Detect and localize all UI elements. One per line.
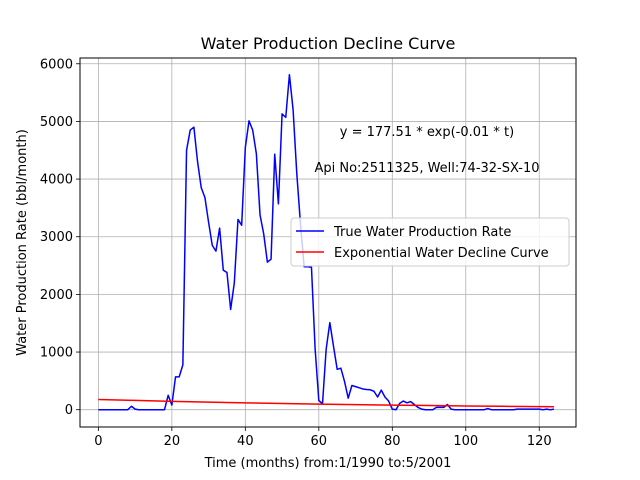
y-tick-label: 0 (65, 403, 73, 418)
x-tick-label: 80 (384, 434, 401, 449)
series-line-true-rate (98, 73, 555, 411)
x-tick-label: 120 (527, 434, 552, 449)
y-tick-label: 2000 (40, 288, 73, 303)
y-tick-label: 5000 (40, 115, 73, 130)
axis-ticks: 0 20 40 60 80 100 120 0 1000 2000 3000 4000 5000 6000 (40, 57, 552, 449)
x-axis-label: Time (months) from:1/1990 to:5/2001 (204, 456, 452, 471)
y-tick-label: 3000 (40, 230, 73, 245)
x-tick-label: 20 (164, 434, 181, 449)
series-line-decline-curve (98, 398, 554, 408)
x-tick-label: 60 (311, 434, 328, 449)
series-lines (98, 73, 555, 411)
y-tick-label: 6000 (40, 57, 73, 72)
legend-box (290, 217, 570, 267)
equation-annotation: y = 177.51 * exp(-0.01 * t) (340, 125, 514, 140)
legend-label-true-rate: True Water Production Rate (333, 225, 511, 240)
x-tick-label: 0 (94, 434, 102, 449)
x-tick-label: 40 (237, 434, 254, 449)
well-annotation: Api No:2511325, Well:74-32-SX-10 (314, 161, 539, 176)
chart-title: Water Production Decline Curve (201, 34, 456, 53)
legend: True Water Production Rate Exponential W… (290, 217, 570, 267)
plot-frame (79, 57, 577, 428)
legend-label-decline-curve: Exponential Water Decline Curve (334, 246, 549, 261)
x-tick-label: 100 (453, 434, 478, 449)
y-tick-label: 4000 (40, 173, 73, 188)
y-axis-label: Water Production Rate (bbl/month) (15, 129, 30, 356)
y-tick-label: 1000 (40, 346, 73, 361)
